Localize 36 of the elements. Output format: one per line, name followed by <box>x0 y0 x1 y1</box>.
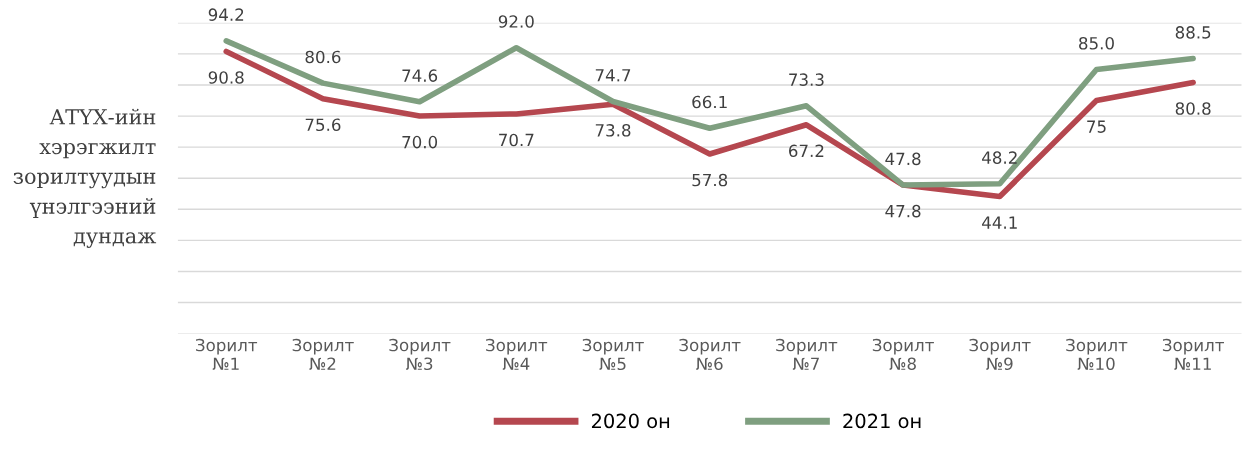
data-label: 48.2 <box>982 151 1017 164</box>
data-label: 57.8 <box>692 173 728 187</box>
data-label: 44.1 <box>982 216 1017 229</box>
x-tick-label: Зорилт №6 <box>679 338 741 371</box>
y-axis-title: АТҮХ-ийн хэрэгжилт зорилтуудын үнэлгээний дундаж <box>13 108 157 248</box>
x-tick-label: Зорилт №9 <box>969 338 1031 371</box>
x-tick-label: Зорилт №10 <box>1066 338 1128 371</box>
data-label: 75 <box>1087 120 1106 133</box>
x-tick-label: Зорилт №4 <box>486 338 548 370</box>
data-label: 75.6 <box>305 118 341 132</box>
data-label: 73.8 <box>595 124 631 137</box>
x-tick-label: Зорилт №3 <box>389 338 451 371</box>
x-tick-label: Зорилт №7 <box>776 338 838 370</box>
legend-label: 2021 он <box>843 413 921 429</box>
data-label: 47.8 <box>885 152 921 166</box>
data-label: 70.0 <box>402 135 438 149</box>
data-label: 70.7 <box>499 133 534 147</box>
data-label: 92.0 <box>498 15 534 28</box>
data-label: 90.8 <box>208 71 244 84</box>
x-tick-label: Зорилт №5 <box>582 338 644 371</box>
data-label: 74.7 <box>595 69 631 82</box>
data-label: 66.1 <box>692 95 727 109</box>
data-label: 67.2 <box>789 144 824 158</box>
data-label: 85.0 <box>1079 36 1114 50</box>
x-tick-label: Зорилт №8 <box>872 338 934 371</box>
data-label: 74.6 <box>402 69 438 82</box>
legend-label: 2020 он <box>591 413 670 429</box>
x-tick-label: Зорилт №1 <box>196 338 258 370</box>
data-label: 73.3 <box>789 73 824 86</box>
data-label: 47.8 <box>885 204 921 218</box>
data-label: 94.2 <box>208 8 244 21</box>
data-label: 80.8 <box>1175 102 1211 115</box>
data-label: 88.5 <box>1175 26 1211 39</box>
x-tick-label: Зорилт №11 <box>1162 338 1224 370</box>
x-tick-label: Зорилт №2 <box>292 338 354 370</box>
data-label: 80.6 <box>305 50 341 64</box>
